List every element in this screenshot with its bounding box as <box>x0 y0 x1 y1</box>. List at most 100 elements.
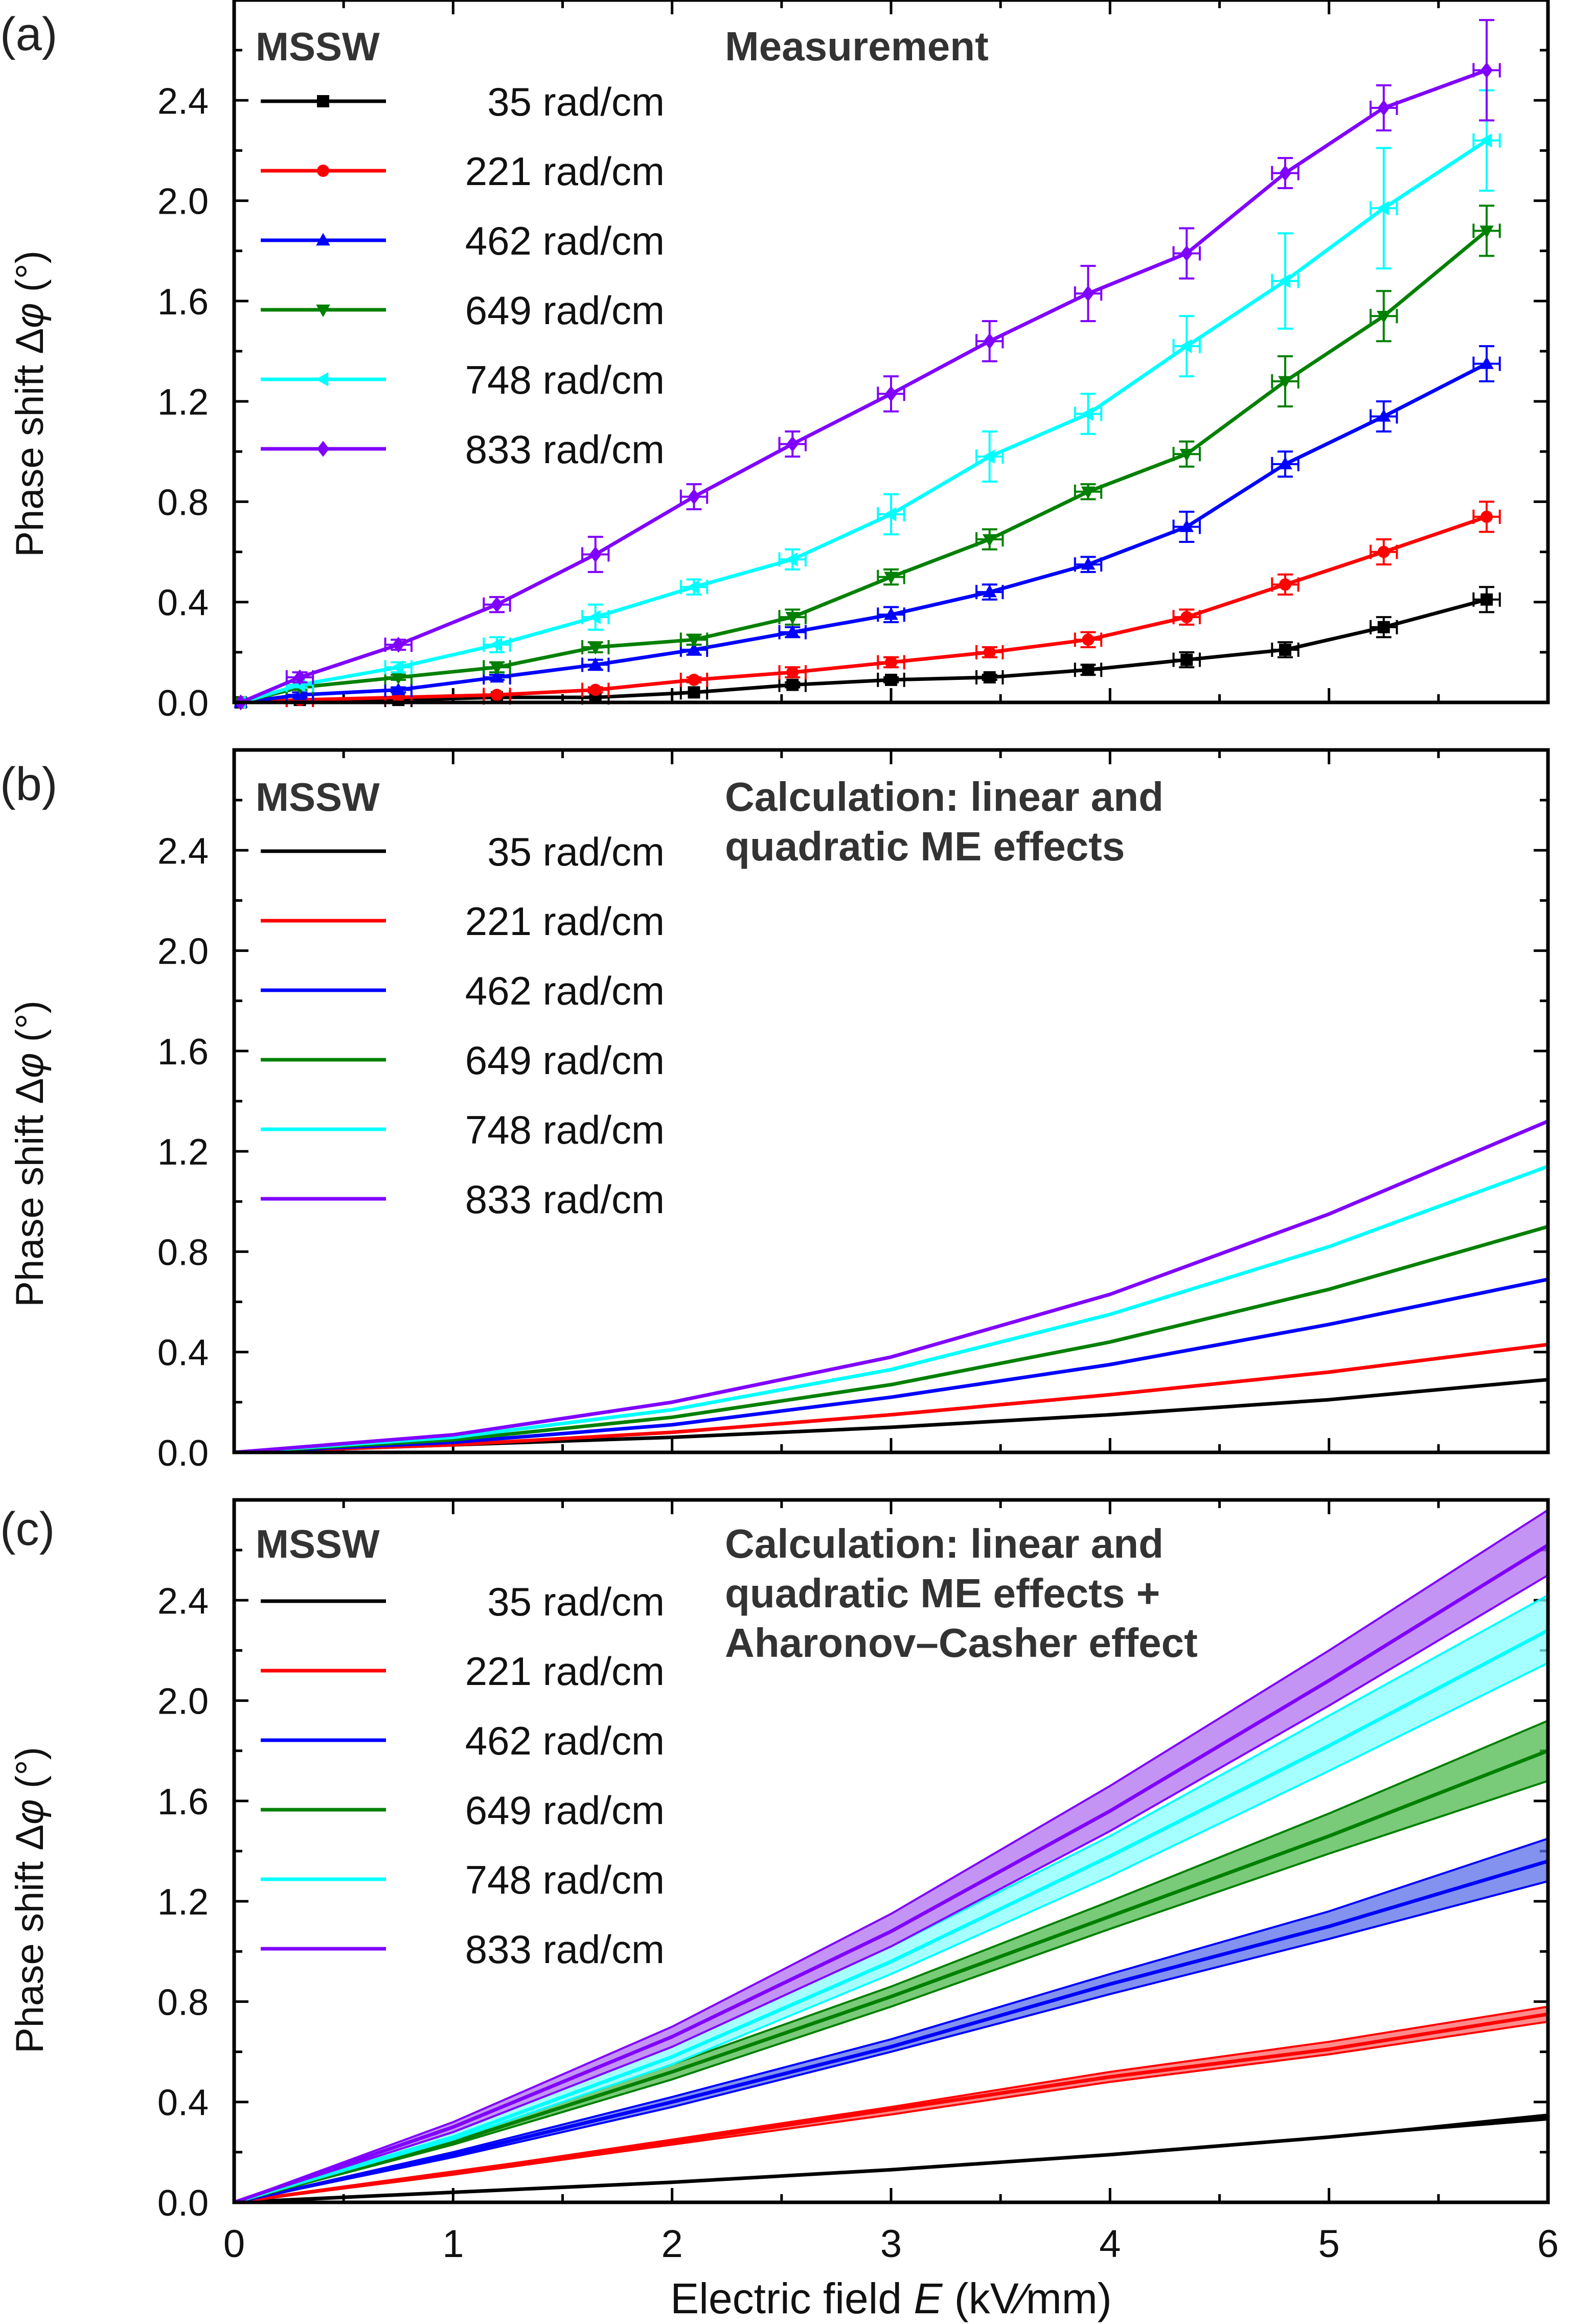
y-tick-label: 0.8 <box>157 482 209 523</box>
panel-b-y-axis-title: Phase shift Δφ (°) <box>8 1000 52 1307</box>
y-tick-label: 0.4 <box>157 2083 209 2124</box>
series-line-748-rad-cm <box>240 139 1488 704</box>
data-point-833-rad-cm <box>491 597 503 613</box>
data-point-649-rad-cm <box>1376 311 1391 324</box>
panel-a-ticks: 0.0 0.4 0.8 1.2 1.6 2.0 2.4 <box>157 0 1550 724</box>
data-point-649-rad-cm <box>785 611 800 625</box>
panel-c-label: (c) <box>0 1503 55 1555</box>
y-tick-label: 0.8 <box>157 1982 209 2023</box>
panel-c-title-line-1: Calculation: linear and <box>725 1521 1164 1566</box>
y-tick-label: 0.0 <box>157 2183 209 2224</box>
x-axis-title: Electric field E (kV∕mm) <box>670 2274 1111 2322</box>
y-tick-label: 2.0 <box>157 931 209 972</box>
y-tick-label: 1.6 <box>157 1032 209 1073</box>
panel-b-plot-area <box>234 1120 1549 1454</box>
data-point-35-rad-cm <box>885 673 897 686</box>
panel-b-wave-label: MSSW <box>256 774 380 819</box>
data-point-462-rad-cm <box>884 607 898 620</box>
legend-marker-833-rad-cm <box>317 441 329 457</box>
data-point-748-rad-cm <box>391 660 404 675</box>
y-tick-label: 0.4 <box>157 1333 209 1374</box>
data-point-462-rad-cm <box>1479 356 1494 369</box>
legend-label-221-rad-cm: 221 rad/cm <box>465 899 665 944</box>
y-tick-label: 1.6 <box>157 1782 209 1822</box>
band-edge-462-rad-cm <box>234 1837 1548 2203</box>
data-point-833-rad-cm <box>293 669 306 686</box>
data-point-221-rad-cm <box>983 646 996 658</box>
legend-label-748-rad-cm: 748 rad/cm <box>465 357 665 402</box>
data-point-462-rad-cm <box>1179 519 1194 532</box>
data-point-649-rad-cm <box>884 572 898 585</box>
data-point-221-rad-cm <box>491 689 503 701</box>
series-line-833-rad-cm <box>233 1543 1549 2204</box>
data-point-649-rad-cm <box>1278 376 1292 389</box>
data-point-748-rad-cm <box>1081 406 1093 421</box>
panel-a-plot-area <box>233 19 1501 711</box>
x-tick-label: 2 <box>662 2222 683 2266</box>
series-line-649-rad-cm <box>240 229 1488 704</box>
y-tick-label: 2.0 <box>157 1681 209 1722</box>
legend-marker-462-rad-cm <box>316 233 330 246</box>
data-point-748-rad-cm <box>1278 274 1291 288</box>
data-point-833-rad-cm <box>786 436 799 452</box>
data-point-833-rad-cm <box>589 546 602 563</box>
y-tick-label: 0.8 <box>157 1232 209 1273</box>
series-line-462-rad-cm <box>234 1277 1548 1454</box>
panel-b-title-line-1: Calculation: linear and <box>725 774 1164 819</box>
legend-label-833-rad-cm: 833 rad/cm <box>465 1927 665 1972</box>
legend-marker-35-rad-cm <box>317 95 329 107</box>
legend-label-833-rad-cm: 833 rad/cm <box>465 1177 665 1222</box>
legend-label-462-rad-cm: 462 rad/cm <box>465 218 665 263</box>
legend-marker-748-rad-cm <box>315 372 329 386</box>
series-line-35-rad-cm <box>240 598 1487 704</box>
x-tick-label: 5 <box>1318 2222 1340 2266</box>
x-tick-label: 1 <box>442 2222 464 2266</box>
data-point-748-rad-cm <box>1179 339 1192 353</box>
data-point-221-rad-cm <box>1180 611 1193 624</box>
data-point-35-rad-cm <box>983 671 996 683</box>
data-point-35-rad-cm <box>1279 643 1291 656</box>
legend-label-649-rad-cm: 649 rad/cm <box>465 1788 665 1833</box>
legend-label-833-rad-cm: 833 rad/cm <box>465 427 665 472</box>
data-point-649-rad-cm <box>687 634 701 647</box>
data-point-649-rad-cm <box>1479 225 1494 238</box>
band-221-rad-cm <box>234 2007 1548 2202</box>
x-tick-label: 3 <box>880 2222 902 2266</box>
data-point-35-rad-cm <box>1377 621 1390 633</box>
band-edge-221-rad-cm <box>234 2020 1548 2203</box>
data-point-833-rad-cm <box>1377 100 1390 116</box>
panel-a-label: (a) <box>0 8 57 60</box>
panel-a-title: Measurement <box>725 24 989 69</box>
series-line-748-rad-cm <box>234 1165 1549 1454</box>
y-tick-label: 1.2 <box>157 1882 209 1923</box>
panel-b-frame <box>232 748 1550 1454</box>
x-tick-labels: 0 1 2 3 4 5 6 <box>223 2222 1559 2266</box>
data-point-462-rad-cm <box>391 682 406 695</box>
data-point-833-rad-cm <box>983 333 996 349</box>
data-point-221-rad-cm <box>688 673 700 686</box>
legend-label-35-rad-cm: 35 rad/cm <box>487 79 665 124</box>
legend-label-221-rad-cm: 221 rad/cm <box>465 149 665 194</box>
band-edge-833-rad-cm <box>234 1509 1549 2203</box>
panel-c-wave-label: MSSW <box>256 1521 380 1566</box>
panel-c-legend: 35 rad/cm 221 rad/cm 462 rad/cm 649 rad/cm 7… <box>261 1579 665 1972</box>
data-point-221-rad-cm <box>1377 545 1390 558</box>
y-tick-label: 2.4 <box>157 831 209 872</box>
data-point-221-rad-cm <box>1480 510 1493 523</box>
series-line-221-rad-cm <box>234 2012 1548 2204</box>
panel-a-y-axis-title: Phase shift Δφ (°) <box>8 250 52 557</box>
panel-c-frame <box>232 1498 1550 2204</box>
data-point-462-rad-cm <box>687 642 701 655</box>
data-point-649-rad-cm <box>490 662 504 675</box>
y-tick-label: 2.4 <box>157 81 209 122</box>
panel-c-y-axis-title: Phase shift Δφ (°) <box>8 1747 52 2054</box>
panel-a-wave-label: MSSW <box>256 24 380 69</box>
x-tick-label: 0 <box>223 2222 245 2266</box>
data-point-462-rad-cm <box>982 584 997 598</box>
legend-label-748-rad-cm: 748 rad/cm <box>465 1107 665 1152</box>
series-line-649-rad-cm <box>234 1749 1549 2204</box>
data-point-833-rad-cm <box>688 489 700 505</box>
y-tick-label: 1.6 <box>157 282 209 323</box>
y-tick-label: 0.4 <box>157 583 209 624</box>
